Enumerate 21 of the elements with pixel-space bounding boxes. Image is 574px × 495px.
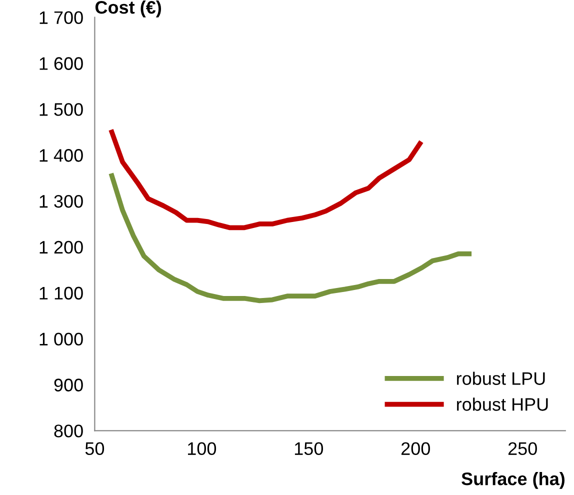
- x-tick-label: 150: [294, 442, 324, 456]
- y-tick-label: 1 400: [40, 149, 83, 162]
- y-tick-label: 1 500: [40, 103, 83, 116]
- y-tick-label: 1 200: [40, 240, 83, 254]
- line-series: [109, 130, 422, 230]
- y-axis-title: Cost (€): [95, 0, 162, 18]
- x-axis-title: Surface (ha): [462, 472, 564, 489]
- line-series: [109, 173, 472, 304]
- x-tick-label: 200: [401, 442, 430, 456]
- y-tick-label: 1 100: [40, 286, 83, 300]
- y-tick-label: 1 700: [40, 11, 83, 24]
- x-tick-label: 100: [188, 442, 216, 456]
- x-tick-label: 50: [85, 442, 104, 456]
- y-tick-label: 1 000: [40, 332, 83, 346]
- legend-label: robust LPU: [457, 372, 545, 385]
- y-tick-label: 1 300: [40, 194, 83, 208]
- legend-label: robust HPU: [457, 398, 548, 411]
- y-tick-label: 900: [54, 378, 83, 392]
- y-tick-label: 800: [54, 424, 83, 438]
- y-tick-label: 1 600: [40, 57, 83, 70]
- x-tick-label: 250: [508, 442, 537, 456]
